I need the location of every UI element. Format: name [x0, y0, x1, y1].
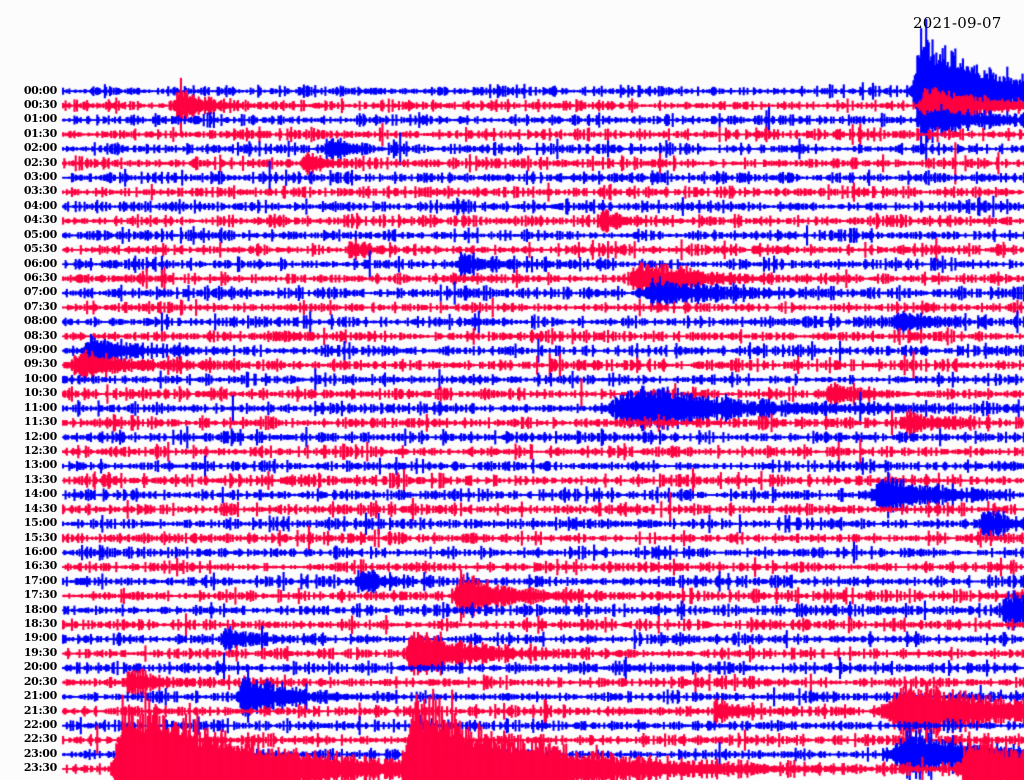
time-tick-label: 21:00 [23, 689, 57, 703]
time-tick-label: 03:30 [23, 184, 57, 198]
time-tick-label: 16:30 [23, 559, 57, 573]
time-tick-label: 04:00 [23, 198, 57, 212]
time-axis: 00:00 00:30 01:00 01:30 02:00 02:30 03:00 03:30… [0, 84, 60, 776]
time-tick-label: 17:00 [23, 573, 57, 587]
time-tick-label: 16:00 [23, 544, 57, 558]
time-tick-label: 10:00 [23, 371, 57, 385]
time-tick-label: 14:30 [23, 501, 57, 515]
time-tick-label: 15:00 [23, 516, 57, 530]
time-tick-label: 23:30 [23, 761, 57, 775]
time-tick-label: 09:00 [23, 343, 57, 357]
time-tick-label: 21:30 [23, 703, 57, 717]
time-tick-label: 09:30 [23, 357, 57, 371]
time-tick-label: 07:00 [23, 285, 57, 299]
time-tick-label: 02:00 [23, 141, 57, 155]
time-tick-label: 01:30 [23, 126, 57, 140]
date-label: 2021-09-07 [913, 14, 1002, 32]
time-tick-label: 15:30 [23, 530, 57, 544]
time-tick-label: 14:00 [23, 487, 57, 501]
time-tick-label: 05:00 [23, 227, 57, 241]
time-tick-label: 08:00 [23, 314, 57, 328]
time-tick-label: 10:30 [23, 386, 57, 400]
time-tick-label: 19:30 [23, 645, 57, 659]
time-tick-label: 20:00 [23, 660, 57, 674]
time-tick-label: 18:00 [23, 602, 57, 616]
time-tick-label: 03:00 [23, 170, 57, 184]
time-tick-label: 23:00 [23, 746, 57, 760]
time-tick-label: 06:00 [23, 256, 57, 270]
time-tick-label: 00:30 [23, 97, 57, 111]
time-tick-label: 11:30 [23, 415, 57, 429]
time-tick-label: 08:30 [23, 328, 57, 342]
time-tick-label: 11:00 [23, 400, 57, 414]
time-tick-label: 13:00 [23, 458, 57, 472]
time-tick-label: 06:30 [23, 270, 57, 284]
time-tick-label: 01:00 [23, 112, 57, 126]
time-tick-label: 18:30 [23, 617, 57, 631]
time-tick-label: 07:30 [23, 299, 57, 313]
time-tick-label: 20:30 [23, 674, 57, 688]
time-tick-label: 19:00 [23, 631, 57, 645]
time-tick-label: 22:30 [23, 732, 57, 746]
time-tick-label: 22:00 [23, 717, 57, 731]
time-tick-label: 12:00 [23, 429, 57, 443]
time-tick-label: 12:30 [23, 444, 57, 457]
time-tick-label: 17:30 [23, 588, 57, 602]
time-tick-label: 13:30 [23, 472, 57, 486]
time-tick-label: 00:00 [23, 83, 57, 97]
time-tick-label: 04:30 [23, 213, 57, 227]
time-tick-label: 02:30 [23, 155, 57, 169]
time-tick-label: 05:30 [23, 242, 57, 256]
